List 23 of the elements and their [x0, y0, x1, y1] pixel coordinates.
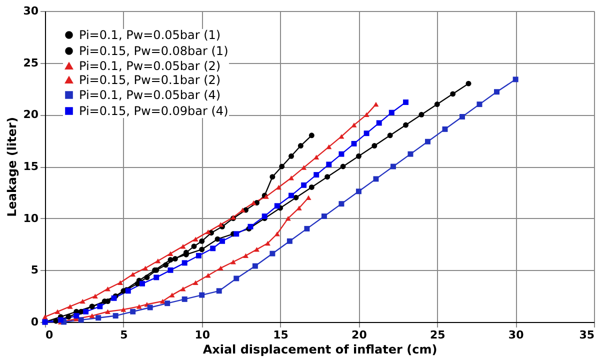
x-tick-label: 30: [508, 328, 524, 342]
y-tick-label: 25: [23, 56, 38, 70]
x-tick-label: 5: [120, 328, 128, 342]
legend-label: Pi=0.1, Pw=0.05bar (2): [79, 59, 221, 73]
y-axis-title: Leakage (liter): [5, 117, 20, 217]
y-tick-label: 0: [30, 316, 39, 328]
x-axis-title: Axial displacement of inflater (cm): [202, 342, 438, 356]
x-tick-label: 35: [579, 328, 594, 342]
y-tick-label: 10: [23, 212, 39, 225]
y-tick-label: 5: [30, 264, 38, 277]
x-tick-label: 10: [194, 328, 210, 342]
legend-label: Pi=0.15, Pw=0.08bar (1): [79, 44, 228, 58]
y-tick-label: 20: [23, 108, 39, 122]
legend-label: Pi=0.1, Pw=0.05bar (4): [79, 88, 221, 102]
y-tick-label: 30: [23, 4, 39, 18]
legend-label: Pi=0.15, Pw=0.09bar (4): [79, 104, 228, 118]
x-tick-label: 15: [273, 328, 288, 342]
x-tick-label: 20: [352, 328, 368, 342]
legend-label: Pi=0.15, Pw=0.1bar (2): [79, 73, 221, 87]
x-tick-label: 25: [430, 328, 446, 342]
legend-label: Pi=0.1, Pw=0.05bar (1): [79, 28, 221, 42]
y-tick-label: 15: [23, 160, 38, 173]
x-tick-label: 0: [46, 328, 54, 342]
